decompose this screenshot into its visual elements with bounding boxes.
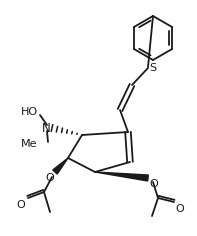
Text: Me: Me (20, 139, 37, 149)
Text: O: O (175, 204, 184, 214)
Text: HO: HO (21, 107, 38, 117)
Text: S: S (149, 63, 156, 73)
Text: O: O (16, 200, 25, 210)
Polygon shape (53, 158, 68, 174)
Text: N: N (42, 122, 51, 135)
Polygon shape (95, 172, 148, 181)
Text: O: O (45, 173, 54, 183)
Text: O: O (149, 179, 158, 189)
